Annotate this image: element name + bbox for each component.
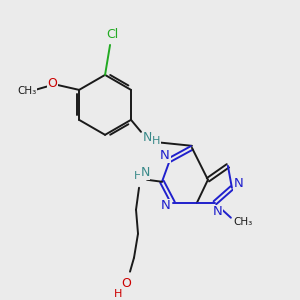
Text: N: N xyxy=(234,177,244,190)
Text: Cl: Cl xyxy=(106,28,118,41)
Text: N: N xyxy=(161,199,171,212)
Text: CH₃: CH₃ xyxy=(18,86,37,96)
Text: H: H xyxy=(152,136,160,146)
Text: O: O xyxy=(47,77,57,90)
Text: O: O xyxy=(121,277,131,290)
Text: N: N xyxy=(140,166,150,179)
Text: N: N xyxy=(160,149,170,162)
Text: N: N xyxy=(213,205,223,218)
Text: H: H xyxy=(134,171,142,181)
Text: N: N xyxy=(142,131,152,144)
Text: H: H xyxy=(114,289,122,298)
Text: CH₃: CH₃ xyxy=(233,217,253,227)
